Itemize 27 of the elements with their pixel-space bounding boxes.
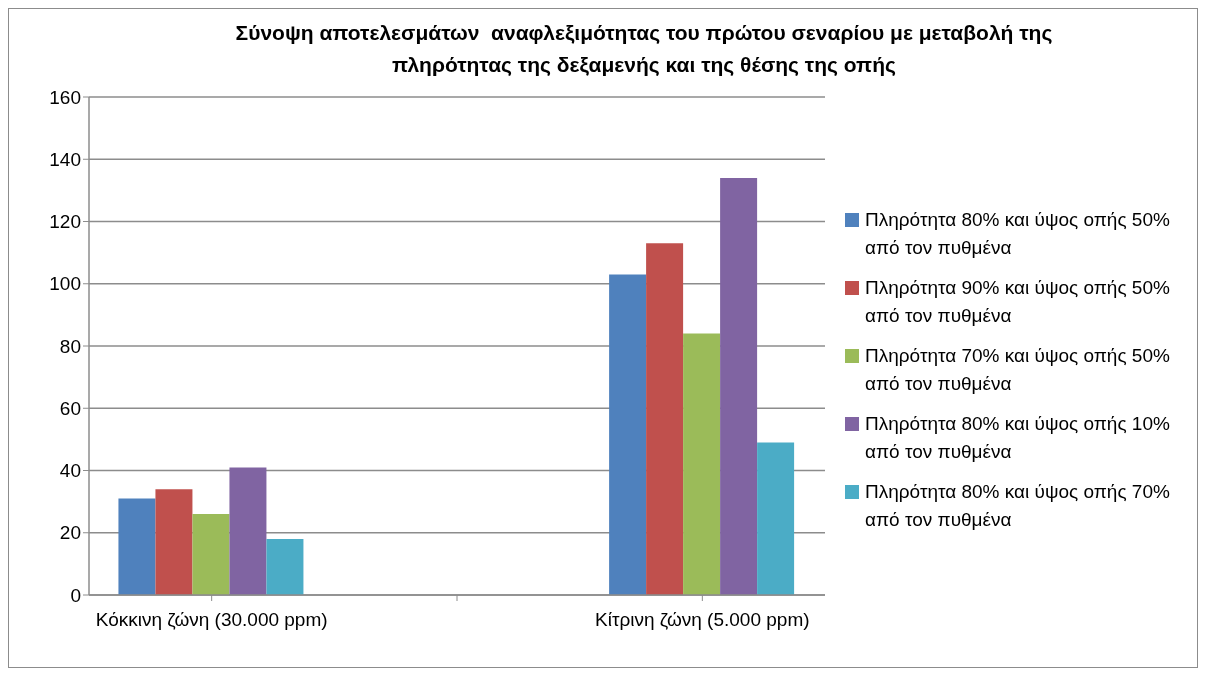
bar	[646, 243, 684, 595]
x-tick-label: Κίτρινη ζώνη (5.000 ppm)	[595, 609, 810, 631]
legend-label: Πληρότητα 80% και ύψος οπής 10% από τον πυθμένα	[865, 412, 1171, 464]
bar	[229, 467, 267, 595]
bar	[266, 538, 304, 595]
bar	[118, 498, 156, 595]
bar	[609, 274, 647, 595]
bar	[757, 442, 795, 595]
legend-label: Πληρότητα 70% και ύψος οπής 50% από τον πυθμένα	[865, 344, 1171, 396]
bar	[683, 333, 721, 595]
bar	[720, 177, 758, 595]
y-tick-label: 40	[59, 460, 81, 482]
y-tick-label: 60	[59, 397, 81, 419]
legend-label: Πληρότητα 80% και ύψος οπής 50% από τον πυθμένα	[865, 208, 1171, 260]
chart-title: Σύνοψη αποτελεσμάτων αναφλεξιμότητας του πρώτου σεναρίου με μεταβολή της πληρότητας της δεξαμενής και της θέσης της οπής	[234, 20, 1054, 78]
y-tick-label: 100	[49, 273, 81, 295]
y-tick-label: 80	[59, 335, 81, 357]
y-tick-label: 20	[59, 522, 81, 544]
legend-label: Πληρότητα 90% και ύψος οπής 50% από τον πυθμένα	[865, 276, 1171, 328]
y-tick-label: 0	[70, 584, 81, 606]
bar	[155, 489, 193, 595]
y-tick-label: 160	[49, 86, 81, 108]
y-tick-label: 140	[49, 148, 81, 170]
x-tick-label: Κόκκινη ζώνη (30.000 ppm)	[95, 609, 328, 631]
legend-label: Πληρότητα 80% και ύψος οπής 70% από τον πυθμένα	[865, 480, 1171, 532]
y-tick-label: 120	[49, 211, 81, 233]
bar	[192, 514, 230, 595]
